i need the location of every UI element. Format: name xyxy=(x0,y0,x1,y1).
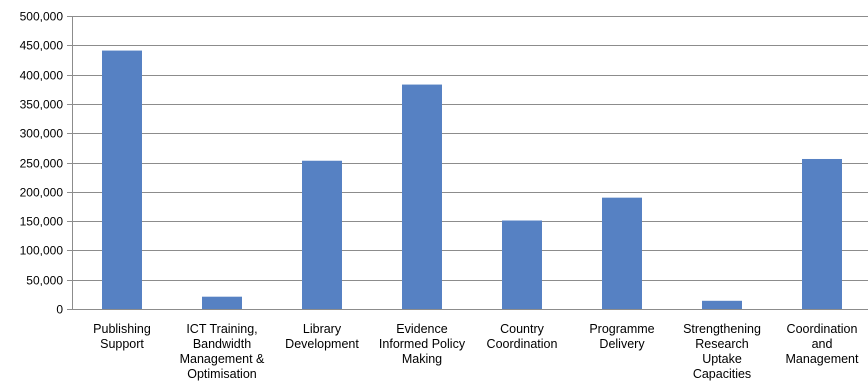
y-tick-label: 100,000 xyxy=(20,244,64,258)
x-tick-label: Programme Delivery xyxy=(589,322,654,351)
bar xyxy=(702,300,742,309)
y-tick-label: 500,000 xyxy=(20,10,64,24)
y-tick-label: 50,000 xyxy=(26,274,63,288)
bar xyxy=(502,220,542,309)
y-tick-label: 150,000 xyxy=(20,215,64,229)
y-tick-label: 400,000 xyxy=(20,69,64,83)
bar xyxy=(102,50,142,309)
y-tick-label: 250,000 xyxy=(20,157,64,171)
x-tick-label: Strengthening Research Uptake Capacities xyxy=(683,322,761,381)
bar xyxy=(602,197,642,309)
y-tick-label: 200,000 xyxy=(20,186,64,200)
bars xyxy=(102,50,842,309)
y-tick-label: 350,000 xyxy=(20,98,64,112)
bar xyxy=(302,160,342,309)
x-axis-labels: Publishing Support ICT Training, Bandwidth M… xyxy=(93,322,859,381)
bar xyxy=(802,158,842,309)
y-tick-label: 300,000 xyxy=(20,127,64,141)
y-axis-ticks: 0 50,000 100,000 150,000 200,000 250,000 300,0… xyxy=(20,10,72,317)
x-tick-label: Country Coordination xyxy=(487,322,558,351)
x-tick-label: ICT Training, Bandwidth Management & Optimi… xyxy=(180,322,265,381)
bar xyxy=(202,296,242,309)
y-tick-label: 0 xyxy=(56,303,63,317)
x-tick-label: Publishing Support xyxy=(93,322,151,351)
x-tick-label: Library Development xyxy=(285,322,359,351)
y-tick-label: 450,000 xyxy=(20,39,64,53)
bar xyxy=(402,84,442,309)
gridlines xyxy=(72,16,868,281)
x-tick-label: Evidence Informed Policy Making xyxy=(379,322,466,366)
x-tick-label: Coordination and Management xyxy=(786,322,859,366)
